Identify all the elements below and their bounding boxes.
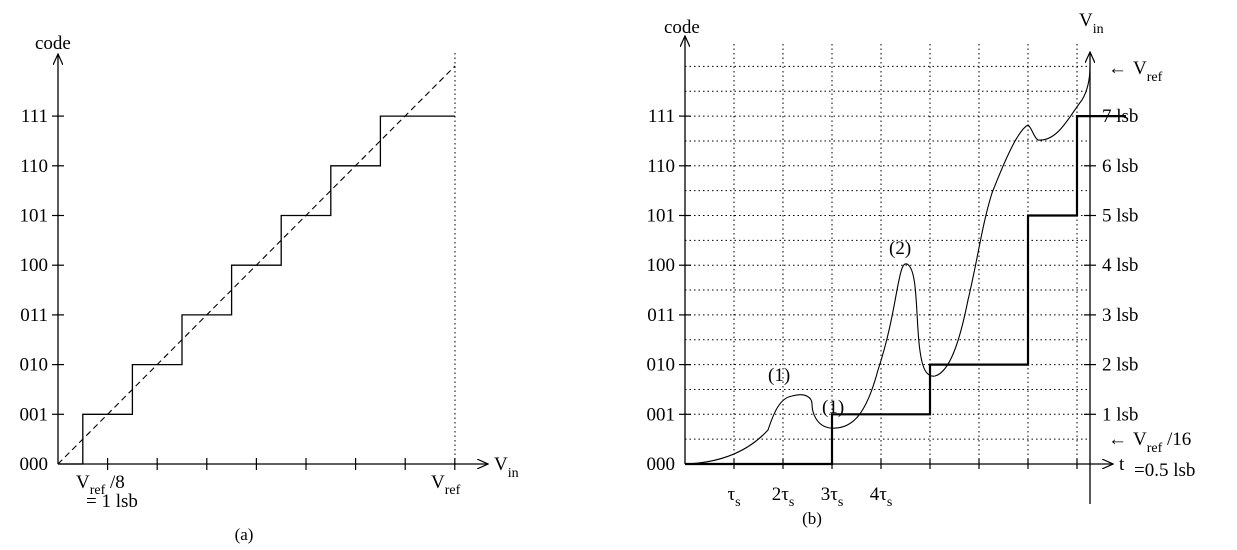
panel-b-lsb-label: 4 lsb [1102, 255, 1138, 276]
panel-b-tau-label: 4τs [870, 484, 893, 510]
panel-b-lsb-label: 6 lsb [1102, 156, 1138, 177]
panel-b-code-label: 111 [648, 106, 675, 127]
panel-b-tick-marks [679, 115, 1096, 469]
panel-b-tau-label: 2τs [772, 484, 795, 510]
panel-b-lsb-label: 3 lsb [1102, 305, 1138, 326]
panel-a-code-labels: 000 001 010 011 100 101 110 111 [20, 106, 49, 475]
panel-a-code-label: 100 [20, 255, 49, 276]
panel-b-code-label: 001 [647, 404, 676, 425]
panel-a-code-label: 111 [21, 106, 48, 127]
panel-a-staircase [58, 115, 455, 465]
panel-a-tick-marks [52, 115, 456, 470]
panel-a-code-label: 010 [20, 355, 49, 376]
panel-b-code-labels: 000 001 010 011 100 101 110 111 [647, 106, 676, 475]
panel-b-code-label: 110 [647, 156, 675, 177]
panel-b-half-lsb-label: ← Vref /16 [1108, 429, 1191, 456]
panel-a-code-label: 001 [20, 404, 49, 425]
panel-a-axes [58, 54, 488, 464]
panel-a-x-axis-label: Vin [494, 454, 519, 481]
panel-b-caption: (b) [802, 509, 822, 528]
panel-a-code-label: 110 [20, 156, 48, 177]
panel-b-tau-label: 3τs [821, 484, 844, 510]
panel-b: 000 001 010 011 100 101 110 111 1 lsb 2 lsb 3 lsb… [647, 10, 1196, 528]
panel-b-lsb-label: 5 lsb [1102, 206, 1138, 227]
panel-a-code-label: 011 [20, 305, 48, 326]
panel-b-lsb-label: 2 lsb [1102, 355, 1138, 376]
panel-b-lsb-label: 1 lsb [1102, 404, 1138, 425]
panel-a-y-axis-label: code [35, 33, 71, 54]
panel-b-tau-label: τs [727, 484, 740, 510]
panel-b-time-axis-label: t [1119, 454, 1125, 475]
panel-b-code-label: 000 [647, 454, 676, 475]
panel-b-code-label: 011 [647, 305, 675, 326]
panel-b-staircase [685, 115, 1126, 466]
panel-b-annotation-1b: (1) [822, 397, 844, 418]
panel-b-annotation-1a: (1) [768, 365, 790, 386]
panel-b-vref-label: ← Vref [1108, 58, 1163, 85]
panel-b-annotation-2: (2) [889, 238, 911, 259]
panel-b-code-label: 100 [647, 255, 676, 276]
panel-b-code-label: 101 [647, 206, 676, 227]
panel-b-time-labels: τs 2τs 3τs 4τs [727, 484, 892, 510]
panel-a-code-label: 101 [20, 206, 49, 227]
panel-a: code Vin 000 001 010 011 100 101 110 111 Vref /… [20, 33, 519, 544]
panel-b-input-signal-curve [684, 65, 1091, 465]
panel-b-half-lsb-label-line2: =0.5 lsb [1134, 460, 1195, 481]
panel-a-label-vref: Vref [431, 472, 461, 498]
panel-b-vin-axis-label: Vin [1079, 10, 1104, 37]
panel-b-code-label: 010 [647, 355, 676, 376]
panel-a-caption: (a) [235, 525, 254, 544]
panel-b-dotted-grid [685, 42, 1090, 464]
panel-a-label-vref-8: Vref /8 [76, 472, 125, 498]
panel-a-label-1-lsb: = 1 lsb [86, 491, 138, 512]
panel-b-axes [685, 36, 1113, 504]
panel-a-code-label: 000 [20, 454, 49, 475]
panel-b-y-axis-label: code [664, 17, 700, 38]
